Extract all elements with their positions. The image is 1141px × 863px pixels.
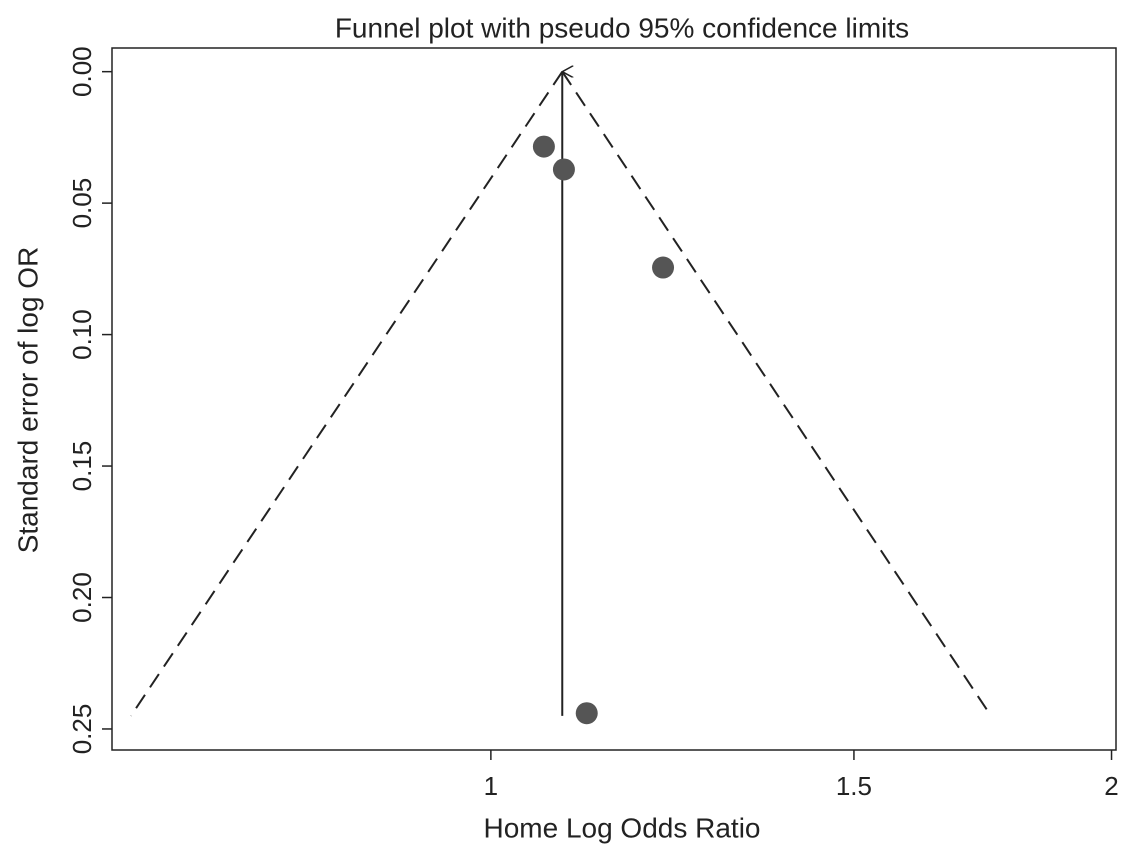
confidence-limit <box>561 71 992 717</box>
y-tick-label: 0.10 <box>67 309 97 360</box>
y-axis-label: Standard error of log OR <box>12 247 43 554</box>
y-tick-label: 0.15 <box>67 441 97 492</box>
x-axis-label: Home Log Odds Ratio <box>483 812 760 843</box>
y-tick-label: 0.00 <box>67 46 97 97</box>
plot-frame <box>111 47 1117 751</box>
x-tick-label: 1.5 <box>836 771 872 801</box>
study-point <box>652 256 675 279</box>
y-tick-label: 0.25 <box>67 704 97 755</box>
study-point <box>575 702 598 725</box>
study-point <box>532 135 555 158</box>
y-tick-label: 0.05 <box>67 178 97 229</box>
x-tick-label: 2 <box>1104 771 1118 801</box>
study-point <box>552 158 575 181</box>
y-tick-label: 0.20 <box>67 572 97 623</box>
x-tick-label: 1 <box>484 771 498 801</box>
chart-title: Funnel plot with pseudo 95% confidence l… <box>335 12 909 43</box>
confidence-limit <box>130 71 564 717</box>
